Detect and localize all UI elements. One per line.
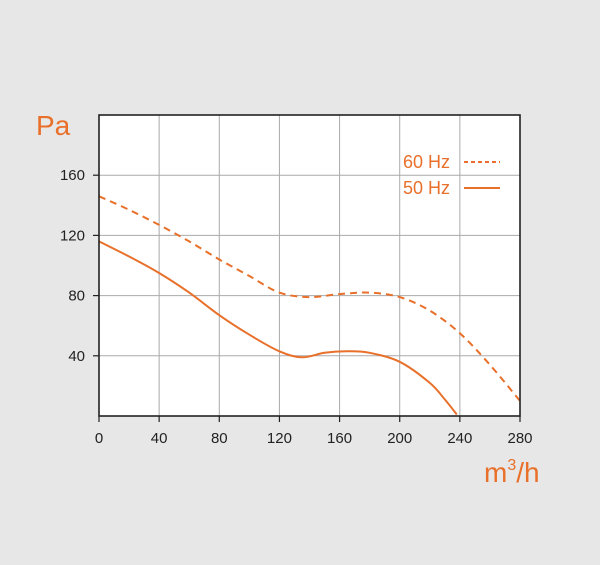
y-tick-label: 120 <box>60 227 85 244</box>
series-line-50hz <box>98 240 458 416</box>
x-tick-label: 0 <box>95 430 103 447</box>
x-tick-label: 280 <box>507 430 532 447</box>
x-unit-label: m3/h <box>484 457 540 488</box>
series-layer <box>98 195 521 416</box>
x-unit-base: m <box>484 457 507 488</box>
grid-lines <box>99 115 520 416</box>
legend-label-50hz: 50 Hz <box>403 178 450 198</box>
y-unit-label: Pa <box>36 110 71 141</box>
x-tick-label: 200 <box>387 430 412 447</box>
x-unit-superscript: 3 <box>507 457 516 474</box>
plot-background <box>99 115 520 416</box>
y-tick-label: 80 <box>68 288 85 305</box>
x-unit-tail: /h <box>516 457 539 488</box>
x-tick-label: 80 <box>211 430 228 447</box>
x-tick-label: 160 <box>327 430 352 447</box>
legend: 60 Hz 50 Hz <box>403 152 500 198</box>
x-tick-label: 240 <box>447 430 472 447</box>
series-line-60hz <box>98 195 521 402</box>
y-tick-label: 40 <box>68 348 85 365</box>
y-tick-label: 160 <box>60 167 85 184</box>
plot-frame <box>98 114 521 417</box>
x-tick-label: 40 <box>151 430 168 447</box>
legend-label-60hz: 60 Hz <box>403 152 450 172</box>
x-tick-label: 120 <box>267 430 292 447</box>
tick-labels: 0 40 80 120 160 200 240 280 40 80 120 160 <box>60 167 533 447</box>
